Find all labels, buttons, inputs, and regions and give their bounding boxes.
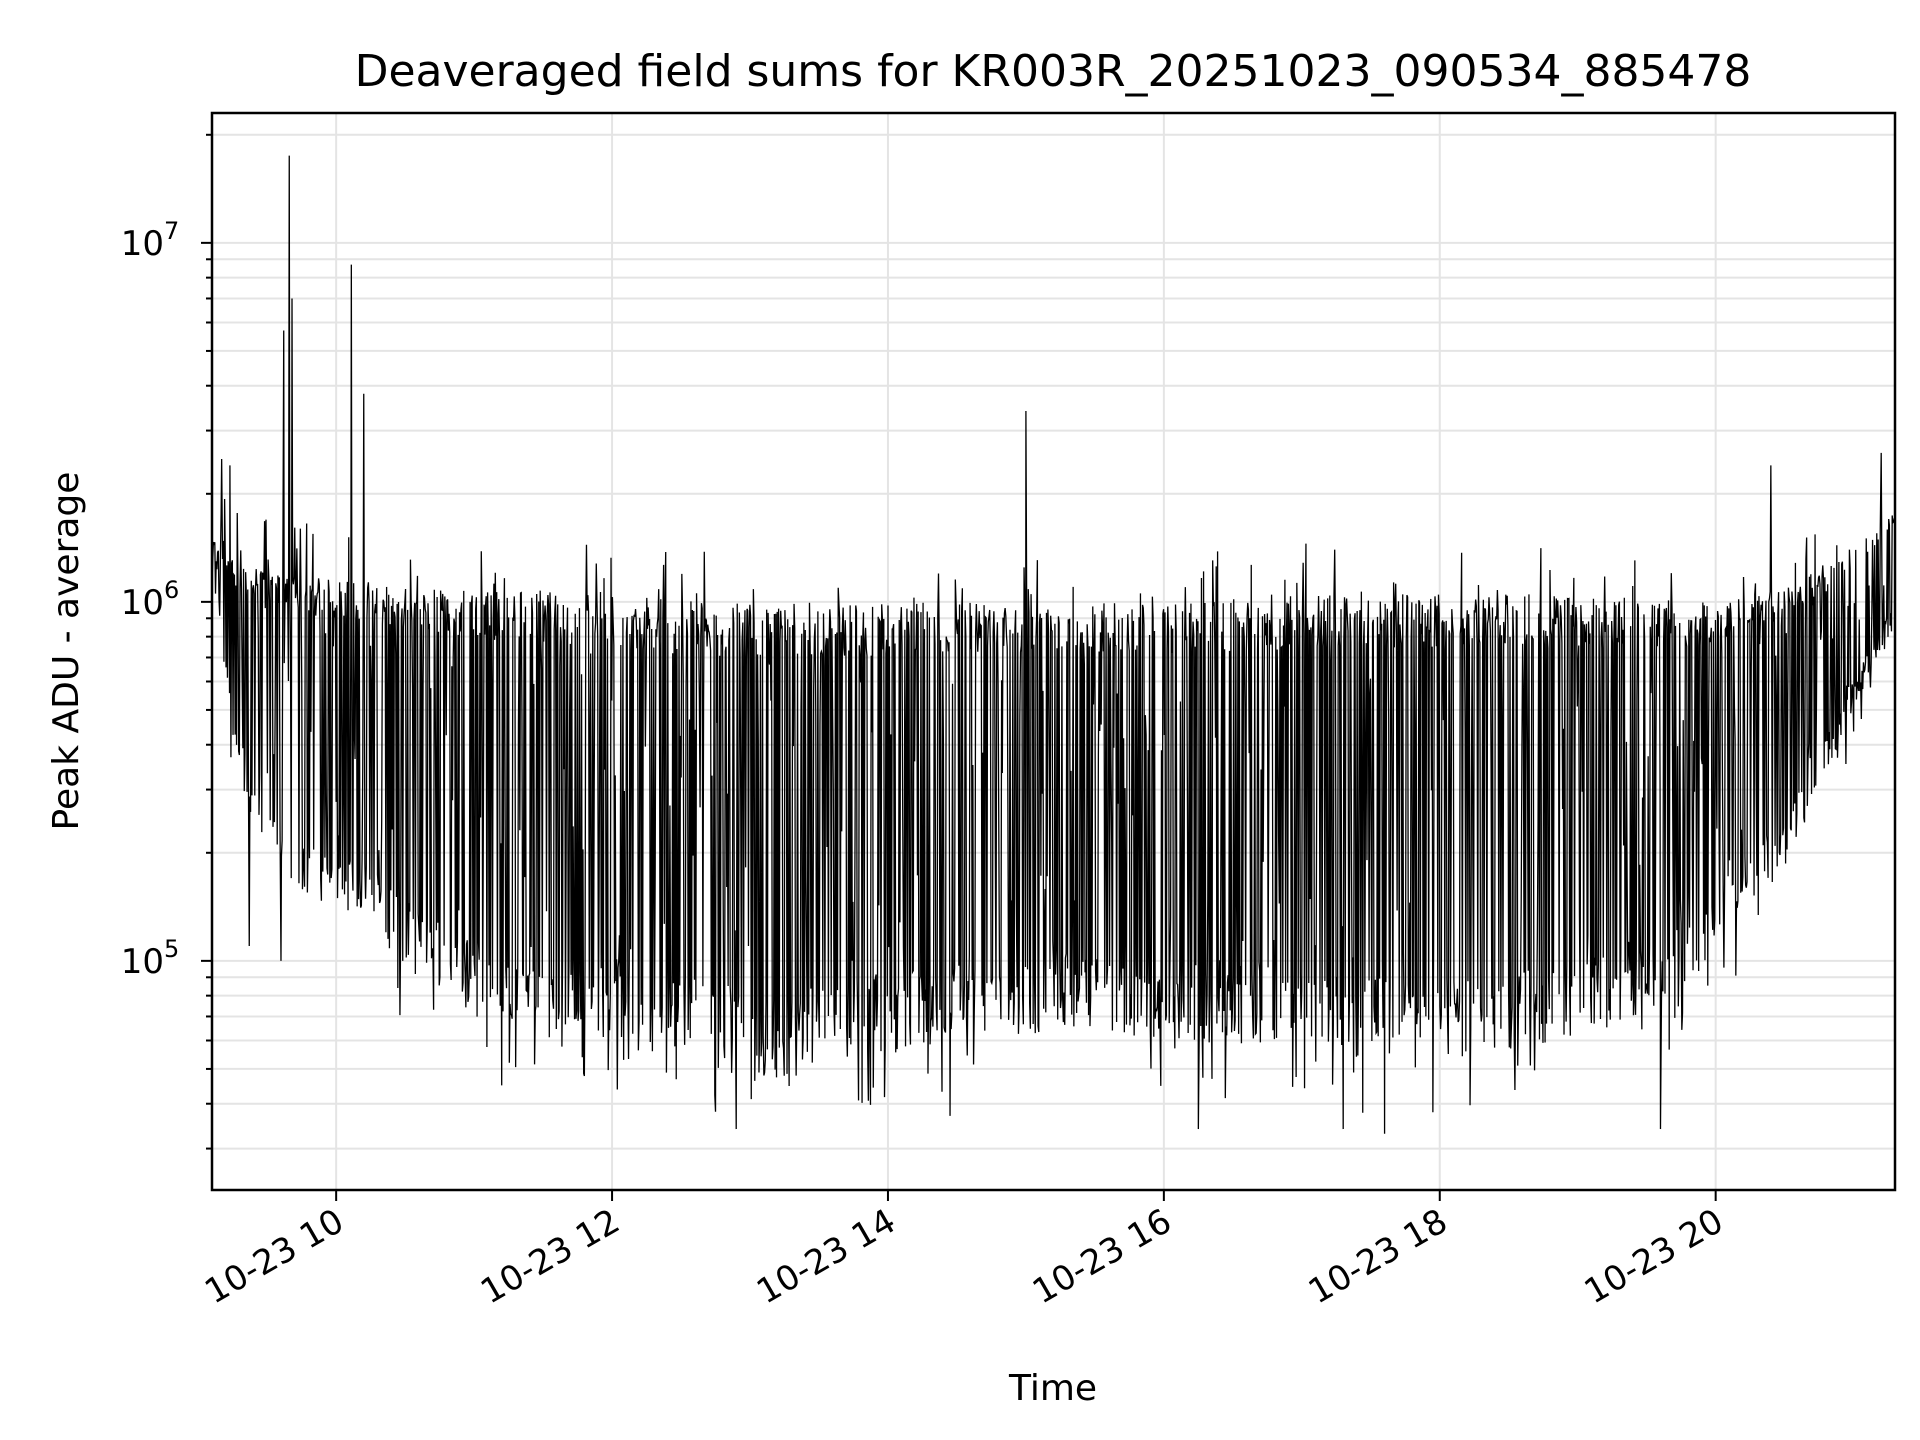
y-tick-label-exponent: 5 bbox=[164, 935, 179, 963]
y-tick-label: 107 bbox=[121, 217, 180, 264]
y-tick-label-base: 10 bbox=[121, 224, 164, 264]
plot-frame bbox=[210, 111, 1897, 1192]
x-axis-label: Time bbox=[1008, 1368, 1097, 1409]
series-layer bbox=[211, 155, 1896, 1134]
y-tick-label-base: 10 bbox=[121, 583, 164, 623]
y-axis-label: Peak ADU - average bbox=[46, 472, 87, 831]
y-tick-label-exponent: 6 bbox=[164, 576, 179, 604]
chart-title: Deaveraged field sums for KR003R_2025102… bbox=[355, 46, 1752, 97]
y-tick-label: 106 bbox=[121, 576, 180, 623]
series-line bbox=[211, 155, 1896, 1134]
y-tick-label: 105 bbox=[121, 935, 180, 982]
y-tick-label-exponent: 7 bbox=[164, 217, 179, 245]
y-tick-label-base: 10 bbox=[121, 942, 164, 982]
